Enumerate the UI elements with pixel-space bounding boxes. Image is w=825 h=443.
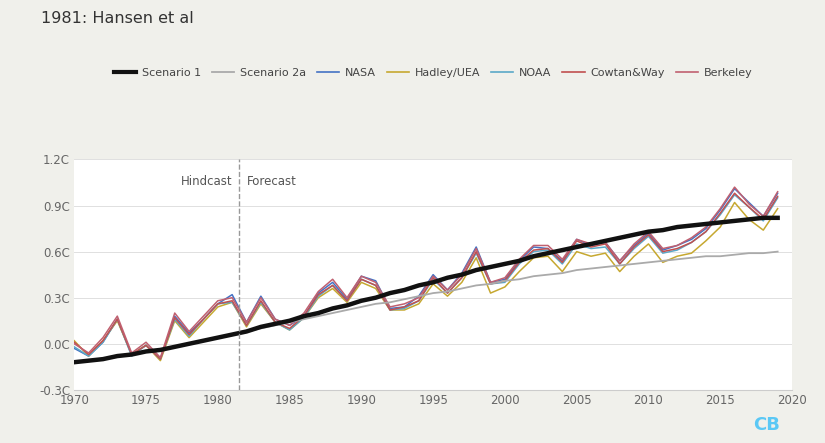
Text: Forecast: Forecast [247,175,296,188]
Text: CB: CB [752,416,780,434]
Text: Hindcast: Hindcast [181,175,232,188]
Text: 1981: Hansen et al: 1981: Hansen et al [41,11,194,26]
Legend: Scenario 1, Scenario 2a, NASA, Hadley/UEA, NOAA, Cowtan&Way, Berkeley: Scenario 1, Scenario 2a, NASA, Hadley/UE… [110,64,757,82]
